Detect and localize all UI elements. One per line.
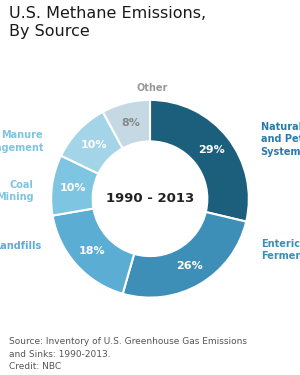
Text: 18%: 18% <box>79 246 105 256</box>
Wedge shape <box>61 112 123 174</box>
Wedge shape <box>150 100 249 222</box>
Text: 29%: 29% <box>198 146 225 155</box>
Wedge shape <box>103 100 150 148</box>
Text: 1990 - 2013: 1990 - 2013 <box>106 192 194 205</box>
Text: Natural Gas
and Petroleum
Systems: Natural Gas and Petroleum Systems <box>261 122 300 157</box>
Wedge shape <box>123 212 246 298</box>
Text: U.S. Methane Emissions,
By Source: U.S. Methane Emissions, By Source <box>9 6 206 39</box>
Text: Coal
Mining: Coal Mining <box>0 180 33 202</box>
Text: Source: Inventory of U.S. Greenhouse Gas Emissions
and Sinks: 1990-2013.
Credit:: Source: Inventory of U.S. Greenhouse Gas… <box>9 337 247 371</box>
Text: 26%: 26% <box>176 261 203 271</box>
Text: Landfills: Landfills <box>0 241 41 251</box>
Text: 10%: 10% <box>80 140 107 150</box>
Text: Enteric
Fermentation: Enteric Fermentation <box>261 239 300 261</box>
Text: Other: Other <box>136 83 168 93</box>
Text: Manure
Management: Manure Management <box>0 130 43 153</box>
Wedge shape <box>51 156 98 216</box>
Text: 8%: 8% <box>121 118 140 128</box>
Wedge shape <box>52 209 134 294</box>
Text: 10%: 10% <box>59 183 86 193</box>
